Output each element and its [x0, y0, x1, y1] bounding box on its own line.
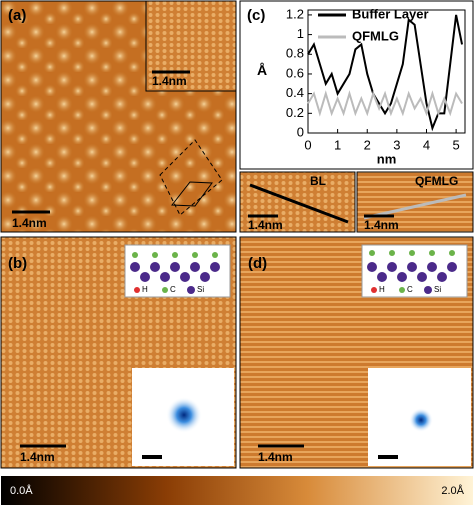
- scale-label: 1.4nm: [152, 74, 187, 88]
- fft-spot: [409, 408, 433, 432]
- scale-label: 1.4nm: [364, 218, 399, 232]
- y-tick-label: 0.4: [286, 85, 304, 100]
- colorbar: [1, 476, 473, 505]
- inset-image: [145, 0, 237, 92]
- y-axis-label: Å: [257, 62, 267, 78]
- line-chart: 0 0.2 0.4 0.6 0.8 1 1.2 0 1 2 3 4 5 nm Å Buffer Layer QF…: [257, 6, 466, 166]
- panel-label: (d): [248, 255, 267, 272]
- inset-image: [356, 171, 474, 233]
- x-axis-label: nm: [377, 151, 397, 166]
- scale-label: 1.4nm: [20, 450, 55, 464]
- y-tick-label: 0: [297, 124, 304, 139]
- y-tick-label: 1.2: [286, 6, 304, 21]
- unit-cell: [171, 181, 213, 207]
- y-tick-label: 0.8: [286, 46, 304, 61]
- profile-line: [249, 183, 349, 224]
- scale-label: 1.4nm: [248, 218, 283, 232]
- structure-inset: H C Si: [361, 244, 468, 298]
- y-tick-label: 0.6: [286, 65, 304, 80]
- plot-area: [307, 9, 466, 134]
- panel-label: (c): [247, 7, 265, 24]
- x-tick-label: 0: [304, 137, 311, 152]
- structure-inset: H C Si: [124, 244, 231, 298]
- panel-label: (a): [8, 7, 26, 24]
- panel-label: (b): [8, 255, 27, 272]
- x-tick-label: 5: [452, 137, 459, 152]
- colorbar-min: 0.0Å: [10, 484, 33, 497]
- y-tick-label: 0.2: [286, 105, 304, 120]
- scale-label: 1.4nm: [12, 216, 47, 230]
- scale-label: 1.4nm: [258, 450, 293, 464]
- legend-label: H: [379, 285, 385, 294]
- legend-label: Buffer Layer: [352, 6, 429, 21]
- colorbar-max: 2.0Å: [441, 484, 464, 497]
- legend-label: H: [142, 285, 148, 294]
- x-tick-label: 1: [334, 137, 341, 152]
- chart-frame: [239, 0, 474, 170]
- legend-label: C: [170, 285, 176, 294]
- inset-label: QFMLG: [415, 174, 458, 188]
- series-line: [307, 90, 463, 117]
- legend-label: Si: [197, 285, 204, 294]
- fft-spot: [166, 397, 202, 433]
- legend-label: C: [407, 285, 413, 294]
- x-tick-label: 2: [364, 137, 371, 152]
- series-line: [307, 14, 464, 132]
- profile-line: [363, 193, 467, 220]
- legend-label: QFMLG: [352, 28, 399, 43]
- x-tick-label: 3: [393, 137, 400, 152]
- inset-label: BL: [310, 174, 326, 188]
- x-tick-label: 4: [423, 137, 430, 152]
- y-tick-label: 1: [297, 26, 304, 41]
- legend-label: Si: [434, 285, 441, 294]
